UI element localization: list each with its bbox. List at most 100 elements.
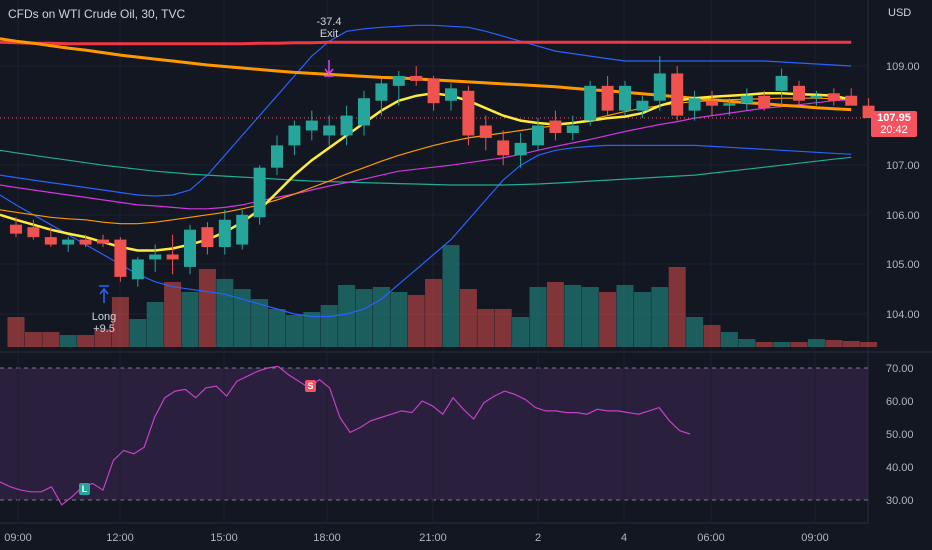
candle-body	[166, 254, 179, 260]
volume-bars	[7, 245, 878, 347]
candle-body	[27, 227, 40, 238]
candle-body	[462, 90, 475, 136]
bar-countdown: 20:42	[871, 124, 917, 137]
time-tick-label: 09:00	[4, 532, 32, 544]
candle-body	[532, 125, 544, 146]
candle-body	[775, 75, 788, 91]
candle-body	[653, 73, 666, 101]
volume-bar	[773, 342, 791, 347]
time-tick-label: 09:00	[801, 532, 829, 544]
candle-body	[410, 75, 423, 81]
candle-body	[427, 78, 440, 104]
volume-bar	[477, 309, 495, 347]
volume-bar	[42, 332, 60, 347]
volume-bar	[216, 279, 234, 347]
indicator-magenta	[0, 99, 852, 210]
candle-body	[845, 95, 858, 106]
exit-value: -37.4	[316, 16, 342, 28]
candle-body	[131, 259, 144, 280]
candle-body	[619, 85, 631, 111]
time-tick-label: 4	[621, 532, 627, 544]
rsi-band	[0, 368, 868, 500]
candle-body	[810, 95, 823, 99]
volume-bar	[459, 289, 477, 347]
rsi-line-path	[0, 365, 691, 506]
volume-bar	[285, 315, 303, 347]
candle-body	[305, 120, 318, 131]
price-tick-label: 106.00	[886, 210, 920, 222]
volume-bar	[703, 325, 721, 347]
volume-bar	[860, 342, 878, 347]
candle-body	[323, 125, 336, 136]
candle-body	[723, 103, 736, 106]
rsi-axis-labels: 70.00 60.00 50.00 40.00 30.00	[886, 363, 914, 507]
candle-body	[740, 95, 753, 104]
volume-bar	[755, 342, 773, 347]
candle-body	[827, 93, 840, 101]
candle-body	[566, 125, 579, 133]
volume-bar	[198, 269, 216, 347]
volume-bar	[668, 267, 686, 347]
rsi-buy-marker[interactable]: L	[79, 483, 90, 495]
candle-body	[445, 88, 457, 101]
candle-body	[758, 95, 771, 109]
time-tick-label: 12:00	[106, 532, 134, 544]
rsi-tick-label: 50.00	[886, 429, 914, 441]
volume-bar	[512, 317, 530, 347]
candle-body	[184, 229, 196, 267]
indicator-red-ma	[0, 40, 852, 46]
long-label: Long	[91, 311, 117, 323]
candle-body	[706, 100, 718, 106]
volume-bar	[633, 292, 651, 347]
volume-bar	[181, 292, 199, 347]
exit-arrow-icon	[324, 60, 334, 77]
rsi-sell-marker[interactable]: S	[305, 380, 316, 392]
grid	[0, 0, 868, 523]
candle-body	[114, 239, 127, 277]
candle-body	[636, 100, 649, 111]
volume-bar	[651, 287, 669, 347]
volume-bar	[616, 285, 634, 347]
volume-bar	[251, 299, 269, 347]
volume-bar	[529, 287, 547, 347]
price-tick-label: 105.00	[886, 259, 920, 271]
candle-body	[392, 75, 405, 86]
candle-body	[340, 115, 353, 136]
candle-body	[288, 125, 301, 146]
volume-bar	[807, 339, 825, 347]
currency-label: USD	[888, 7, 912, 19]
candle-body	[271, 145, 283, 168]
chart-title: CFDs on WTI Crude Oil, 30, TVC	[8, 7, 186, 21]
price-tick-label: 104.00	[886, 309, 920, 321]
long-value: +9.5	[93, 323, 115, 335]
volume-bar	[59, 335, 77, 347]
volume-bar	[842, 341, 860, 347]
volume-bar	[790, 342, 808, 347]
indicator-green-ma	[0, 149, 852, 186]
candle-body	[97, 239, 109, 244]
rsi-tick-label: 60.00	[886, 396, 914, 408]
volume-bar	[111, 297, 129, 347]
candle-body	[514, 142, 527, 156]
volume-bar	[390, 292, 408, 347]
volume-bar	[338, 285, 356, 347]
volume-bar	[94, 329, 112, 347]
volume-bar	[24, 332, 42, 347]
price-tick-label: 109.00	[886, 61, 920, 73]
rsi-line	[0, 365, 691, 506]
candle-body	[549, 120, 562, 133]
volume-bar	[686, 317, 704, 347]
candle-body	[10, 224, 22, 234]
volume-bar	[581, 287, 599, 347]
volume-bar	[425, 279, 443, 347]
rsi-tick-label: 70.00	[886, 363, 914, 375]
time-tick-label: 21:00	[419, 532, 447, 544]
time-tick-label: 15:00	[210, 532, 238, 544]
candle-body	[601, 85, 614, 111]
candle-body	[793, 85, 805, 101]
candle-body	[671, 73, 684, 116]
volume-bar	[146, 302, 164, 347]
indicator-yellow-ma	[0, 92, 852, 252]
time-tick-label: 2	[535, 532, 541, 544]
